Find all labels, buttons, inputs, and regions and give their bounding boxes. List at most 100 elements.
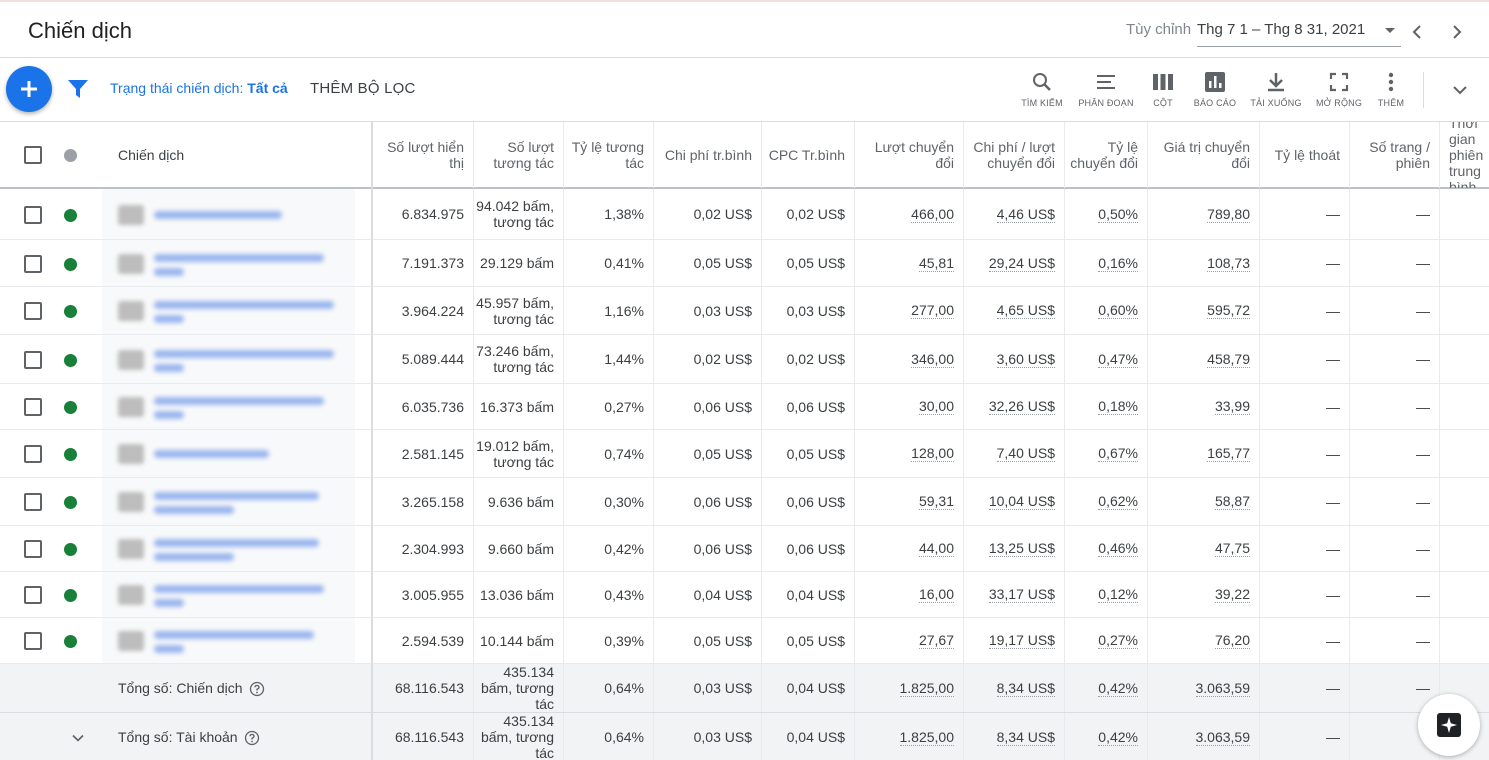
col-cost-per-conversion[interactable]: Chi phí / lượt chuyển đổi xyxy=(964,122,1065,188)
table-row[interactable]: 2.594.539 10.144 bấm 0,39% 0,05 US$ 0,05 US$… xyxy=(0,618,1489,664)
row-checkbox[interactable] xyxy=(24,586,42,604)
row-checkbox[interactable] xyxy=(24,254,42,273)
search-tool-button[interactable]: TÌM KIẾM xyxy=(1012,70,1072,108)
cell-interactions-value: 73.246 bấm, tương tác xyxy=(476,343,554,375)
row-checkbox[interactable] xyxy=(24,632,42,650)
cell-cost-per-conversion: 4,65 US$ xyxy=(964,287,1065,334)
row-checkbox[interactable] xyxy=(24,493,42,511)
campaign-name-redacted[interactable] xyxy=(102,618,355,663)
cell-conversions-value: 277,00 xyxy=(911,302,954,319)
campaign-name-redacted[interactable] xyxy=(102,240,355,286)
status-enabled-icon[interactable] xyxy=(64,635,77,648)
columns-tool-button[interactable]: CỘT xyxy=(1133,70,1193,108)
status-enabled-icon[interactable] xyxy=(64,448,77,461)
help-icon[interactable] xyxy=(249,681,265,697)
page-title: Chiến dịch xyxy=(28,18,132,43)
col-interactions[interactable]: Số lượt tương tác xyxy=(474,122,564,188)
campaign-name-redacted[interactable] xyxy=(102,287,355,334)
table-row[interactable]: 5.089.444 73.246 bấm, tương tác 1,44% 0,02 … xyxy=(0,335,1489,384)
expand-tool-button[interactable]: MỞ RỘNG xyxy=(1309,70,1369,108)
col-interaction-rate[interactable]: Tỷ lệ tương tác xyxy=(564,122,654,188)
total-label-text: Tổng số: Tài khoản xyxy=(118,728,238,745)
cell-impressions: 3.265.158 xyxy=(373,478,474,525)
col-bounce-rate[interactable]: Tỷ lệ thoát xyxy=(1260,122,1350,188)
chevron-down-icon[interactable] xyxy=(1448,78,1472,102)
table-row[interactable]: 3.005.955 13.036 bấm 0,43% 0,04 US$ 0,04 US$… xyxy=(0,572,1489,618)
cell-avg-session-duration xyxy=(1440,430,1489,477)
cell-conversion-rate: 0,67% xyxy=(1065,430,1148,477)
cell-cost-per-conversion-value: 7,40 US$ xyxy=(996,445,1055,462)
row-checkbox[interactable] xyxy=(24,398,42,416)
cell-impressions: 2.304.993 xyxy=(373,526,474,571)
status-enabled-icon[interactable] xyxy=(64,305,77,318)
status-enabled-icon[interactable] xyxy=(64,257,77,271)
col-avg-session-duration[interactable]: Thời gian phiên trung bình xyxy=(1440,122,1489,188)
cell-avg-cpc-value: 0,06 US$ xyxy=(786,540,845,557)
cell-conversion-rate-value: 0,67% xyxy=(1098,445,1138,462)
status-enabled-icon[interactable] xyxy=(64,496,77,509)
table-row[interactable]: 6.834.975 94.042 bấm, tương tác 1,38% 0,02 … xyxy=(0,189,1489,240)
table-row[interactable]: 3.964.224 45.957 bấm, tương tác 1,16% 0,03 … xyxy=(0,287,1489,335)
cell-pages-per-session: — xyxy=(1350,384,1440,429)
date-range-picker[interactable]: Thg 7 1 – Thg 8 31, 2021 xyxy=(1197,19,1401,47)
cell-avg-cpc: 0,05 US$ xyxy=(762,430,855,477)
cell-pages-per-session: — xyxy=(1350,430,1440,477)
col-campaign[interactable]: Chiến dịch xyxy=(118,147,185,163)
cell-conversions: 45,81 xyxy=(855,240,964,286)
col-pages-per-session[interactable]: Số trang / phiên xyxy=(1350,122,1440,188)
cell-avg-cost: 0,02 US$ xyxy=(654,189,762,239)
row-checkbox[interactable] xyxy=(24,205,42,224)
table-row[interactable]: 6.035.736 16.373 bấm 0,27% 0,06 US$ 0,06 US$… xyxy=(0,384,1489,430)
table-row[interactable]: 7.191.373 29.129 bấm 0,41% 0,05 US$ 0,05 US$… xyxy=(0,240,1489,287)
cell-avg-cost: 0,04 US$ xyxy=(654,572,762,617)
table-row[interactable]: 2.581.145 19.012 bấm, tương tác 0,74% 0,05 … xyxy=(0,430,1489,478)
cell-conversion-value: 789,80 xyxy=(1148,189,1260,239)
help-icon[interactable] xyxy=(244,730,260,746)
total-label: Tổng số: Tài khoản xyxy=(118,729,260,746)
col-avg-cost[interactable]: Chi phí tr.bình xyxy=(654,122,762,188)
filter-icon[interactable] xyxy=(67,79,89,99)
cell-impressions: 6.035.736 xyxy=(373,384,474,429)
col-avg-cpc[interactable]: CPC Tr.bình xyxy=(762,122,855,188)
col-conversion-rate[interactable]: Tỷ lệ chuyển đổi xyxy=(1065,122,1148,188)
next-period-button[interactable] xyxy=(1445,20,1469,44)
status-enabled-icon[interactable] xyxy=(64,543,77,556)
date-preset-label[interactable]: Tùy chỉnh xyxy=(1126,21,1192,38)
row-checkbox[interactable] xyxy=(24,350,42,369)
status-enabled-icon[interactable] xyxy=(64,353,77,367)
campaign-name-redacted[interactable] xyxy=(102,335,355,383)
status-enabled-icon[interactable] xyxy=(64,401,77,414)
status-column-header[interactable] xyxy=(64,149,77,162)
chevron-down-icon[interactable] xyxy=(68,728,88,748)
reports-tool-button[interactable]: BÁO CÁO xyxy=(1185,70,1245,108)
campaign-name-redacted[interactable] xyxy=(102,384,355,429)
table-row[interactable]: 2.304.993 9.660 bấm 0,42% 0,06 US$ 0,06 US$ 4… xyxy=(0,526,1489,572)
reports-tool-label: BÁO CÁO xyxy=(1193,98,1237,108)
table-row[interactable]: 3.265.158 9.636 bấm 0,30% 0,06 US$ 0,06 US$ 5… xyxy=(0,478,1489,526)
row-checkbox[interactable] xyxy=(24,540,42,558)
cell-conversions: 346,00 xyxy=(855,335,964,383)
campaign-name-redacted[interactable] xyxy=(102,526,355,571)
col-conversions[interactable]: Lượt chuyển đổi xyxy=(855,122,964,188)
status-enabled-icon[interactable] xyxy=(64,208,77,222)
campaign-name-redacted[interactable] xyxy=(102,430,355,477)
campaign-status-filter[interactable]: Trạng thái chiến dịch: Tất cả xyxy=(110,80,288,96)
col-impressions[interactable]: Số lượt hiển thị xyxy=(373,122,474,188)
segment-tool-button[interactable]: PHÂN ĐOẠN xyxy=(1076,70,1136,108)
previous-period-button[interactable] xyxy=(1405,20,1429,44)
more-tool-button[interactable]: THÊM xyxy=(1361,70,1421,108)
download-tool-button[interactable]: TẢI XUỐNG xyxy=(1246,70,1306,108)
row-checkbox[interactable] xyxy=(24,302,42,320)
cell-impressions-value: 6.834.975 xyxy=(401,206,464,222)
campaign-name-redacted[interactable] xyxy=(102,572,355,617)
select-all-checkbox[interactable] xyxy=(24,146,42,164)
assistant-button[interactable] xyxy=(1418,694,1480,756)
row-checkbox[interactable] xyxy=(24,445,42,463)
campaign-name-redacted[interactable] xyxy=(102,478,355,525)
add-campaign-button[interactable] xyxy=(6,66,52,112)
add-filter-button[interactable]: THÊM BỘ LỌC xyxy=(310,80,416,97)
status-enabled-icon[interactable] xyxy=(64,589,77,602)
cell-cost-per-conversion: 19,17 US$ xyxy=(964,618,1065,663)
col-conversion-value[interactable]: Giá trị chuyển đổi xyxy=(1148,122,1260,188)
campaign-name-redacted[interactable] xyxy=(102,189,355,239)
